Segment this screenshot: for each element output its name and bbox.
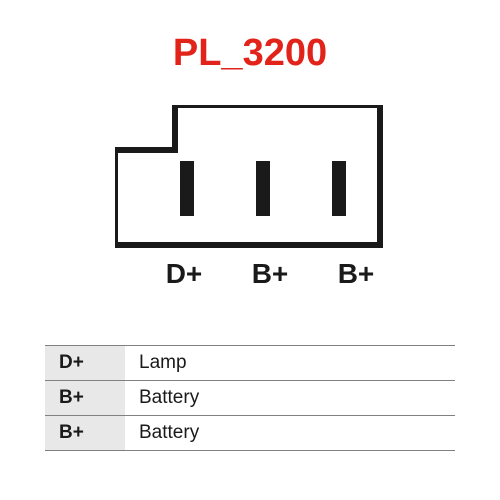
pin-label-2: B+ [236, 258, 304, 290]
connector-pin-1 [180, 161, 194, 216]
pin-label-1: D+ [150, 258, 218, 290]
legend-desc: Battery [125, 416, 455, 451]
legend-desc: Lamp [125, 346, 455, 381]
table-row: B+ Battery [45, 381, 455, 416]
connector-diagram [115, 105, 385, 250]
pin-labels-row: D+ B+ B+ [150, 258, 390, 290]
pin-label-3: B+ [322, 258, 390, 290]
table-row: D+ Lamp [45, 346, 455, 381]
legend-code: B+ [45, 381, 125, 416]
connector-pin-3 [332, 161, 346, 216]
legend-table: D+ Lamp B+ Battery B+ Battery [45, 345, 455, 451]
legend-code: D+ [45, 346, 125, 381]
table-row: B+ Battery [45, 416, 455, 451]
legend-code: B+ [45, 416, 125, 451]
connector-pin-2 [256, 161, 270, 216]
legend-desc: Battery [125, 381, 455, 416]
connector-svg [115, 105, 385, 250]
part-number-title: PL_3200 [0, 32, 500, 75]
